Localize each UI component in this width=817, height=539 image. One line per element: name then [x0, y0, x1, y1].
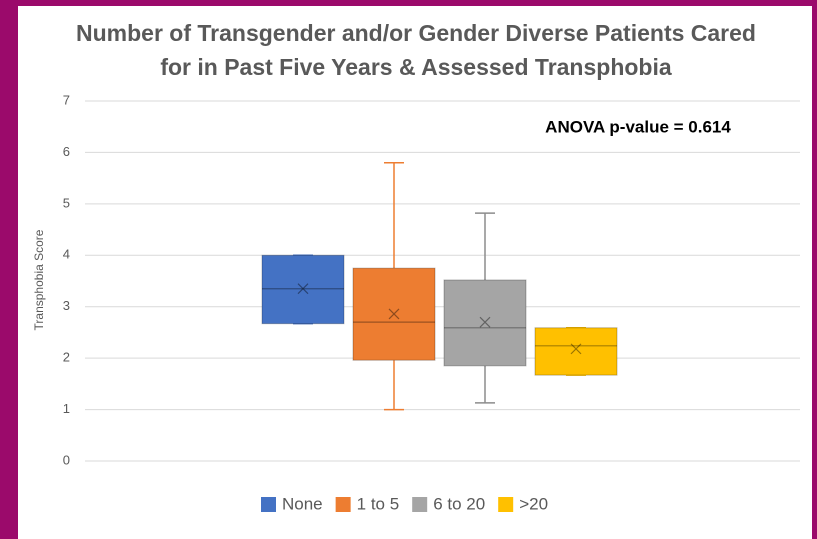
- box: [352, 267, 436, 361]
- mean-marker: [479, 316, 491, 328]
- legend-label: None: [282, 494, 323, 513]
- y-tick-label: 3: [63, 298, 70, 313]
- legend-label: 1 to 5: [357, 494, 400, 513]
- mean-marker: [388, 308, 400, 320]
- chart-title: for in Past Five Years & Assessed Transp…: [160, 54, 672, 80]
- y-tick-label: 1: [63, 401, 70, 416]
- legend-swatch: [335, 497, 351, 512]
- legend-swatch: [498, 497, 514, 512]
- legend-swatch: [412, 497, 428, 512]
- mean-marker: [570, 343, 582, 355]
- box: [261, 254, 345, 325]
- box: [443, 279, 527, 367]
- y-tick-label: 7: [63, 92, 70, 107]
- y-tick-label: 2: [63, 350, 70, 365]
- y-tick-label: 5: [63, 195, 70, 210]
- legend-swatch: [261, 497, 276, 512]
- mean-marker: [297, 283, 309, 295]
- y-axis-label: Transphobia Score: [32, 229, 46, 330]
- legend-label: 6 to 20: [433, 494, 485, 513]
- y-tick-label: 6: [63, 144, 70, 159]
- legend-label: >20: [519, 494, 548, 513]
- chart-title: Number of Transgender and/or Gender Dive…: [76, 20, 756, 46]
- y-tick-label: 0: [63, 452, 70, 467]
- y-tick-label: 4: [63, 247, 70, 262]
- box: [534, 327, 618, 376]
- annotation: ANOVA p-value = 0.614: [545, 117, 731, 136]
